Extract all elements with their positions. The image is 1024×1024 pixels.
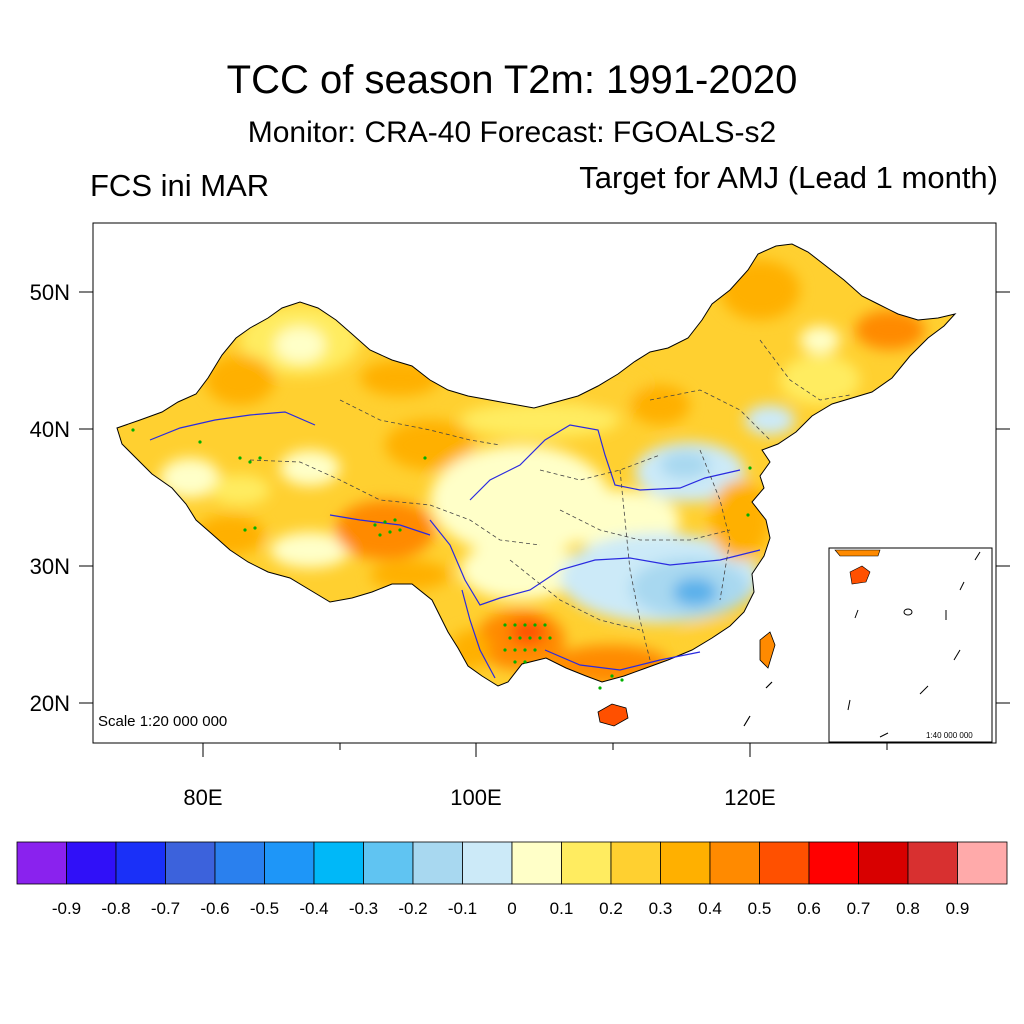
colorbar-swatch [858, 841, 909, 885]
colorbar-swatch [511, 841, 562, 885]
province-borders [249, 339, 851, 661]
colorbar-swatch [759, 841, 810, 885]
colorbar-label: -0.6 [200, 899, 229, 918]
colorbar-label: 0.6 [797, 899, 821, 918]
colorbar-swatch [66, 841, 117, 885]
target-label: Target for AMJ (Lead 1 month) [579, 160, 998, 195]
y-tick-label-30n: 30N [30, 554, 70, 579]
significance-dots [131, 428, 752, 690]
colorbar-label: 0.7 [847, 899, 871, 918]
colorbar-swatch [462, 841, 513, 885]
colorbar-label: 0 [507, 899, 516, 918]
scale-label: Scale 1:20 000 000 [98, 713, 227, 730]
colorbar-swatch [660, 841, 711, 885]
colorbar-label: -0.3 [349, 899, 378, 918]
rivers [149, 411, 761, 679]
map-subtitle: Monitor: CRA-40 Forecast: FGOALS-s2 [247, 116, 777, 149]
colorbar-swatch [363, 841, 414, 885]
colorbar: -0.9 -0.8 -0.7 -0.6 -0.5 -0.4 -0.3 -0.2 -0.1 0 0.1… [16, 841, 1008, 918]
colorbar-label: -0.5 [250, 899, 279, 918]
axis-ticks [79, 291, 1010, 757]
colorbar-swatch [313, 841, 364, 885]
colorbar-swatch [16, 841, 67, 885]
init-label: FCS ini MAR [90, 168, 270, 203]
china-border [116, 243, 957, 687]
colorbar-swatch [214, 841, 265, 885]
colorbar-label: -0.9 [52, 899, 81, 918]
colorbar-swatch [610, 841, 661, 885]
inset-scale-label: 1:40 000 000 [926, 731, 973, 740]
colorbar-label: -0.7 [151, 899, 180, 918]
hainan [597, 703, 629, 727]
colorbar-label: 0.2 [599, 899, 623, 918]
colorbar-swatch [165, 841, 216, 885]
colorbar-swatch [264, 841, 315, 885]
x-tick-label-80e: 80E [183, 785, 222, 810]
taiwan [759, 631, 776, 669]
colorbar-label: -0.4 [299, 899, 328, 918]
y-tick-label-20n: 20N [30, 691, 70, 716]
map-title: TCC of season T2m: 1991-2020 [226, 58, 798, 102]
colorbar-label: -0.8 [101, 899, 130, 918]
y-tick-label-50n: 50N [30, 280, 70, 305]
colorbar-label: 0.1 [550, 899, 574, 918]
colorbar-swatch [907, 841, 958, 885]
nine-dash-line [743, 681, 773, 727]
colorbar-label: -0.1 [448, 899, 477, 918]
colorbar-swatch [709, 841, 760, 885]
y-tick-label-40n: 40N [30, 417, 70, 442]
colorbar-swatch [561, 841, 612, 885]
colorbar-swatch [115, 841, 166, 885]
inset-map: 1:40 000 000 [828, 547, 993, 743]
x-tick-label-100e: 100E [450, 785, 501, 810]
colorbar-swatch [808, 841, 859, 885]
colorbar-label: 0.5 [748, 899, 772, 918]
colorbar-label: 0.3 [649, 899, 673, 918]
colorbar-label: 0.8 [896, 899, 920, 918]
colorbar-swatch [412, 841, 463, 885]
colorbar-swatch [957, 841, 1008, 885]
colorbar-label: 0.9 [946, 899, 970, 918]
x-tick-label-120e: 120E [724, 785, 775, 810]
colorbar-label: -0.2 [398, 899, 427, 918]
colorbar-label: 0.4 [698, 899, 722, 918]
